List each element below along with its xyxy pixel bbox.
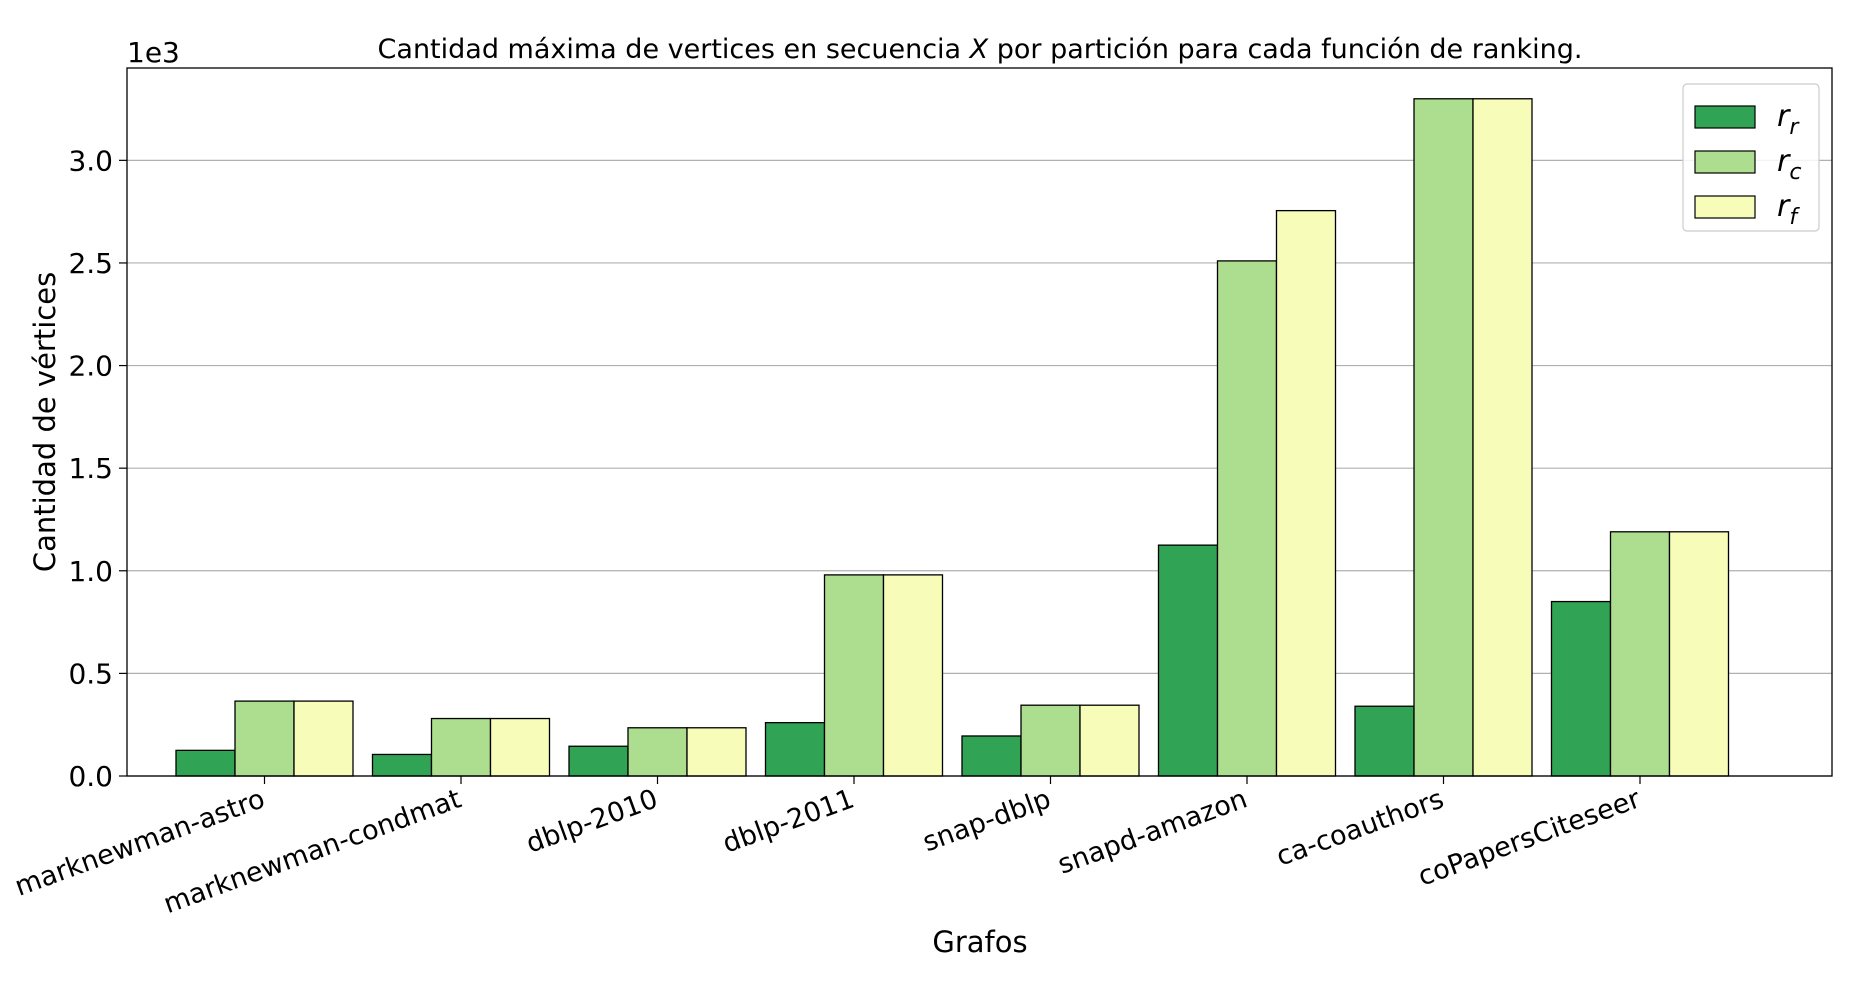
y-tick-label: 3.0 [68, 144, 113, 177]
bar-r-ca-coauthors [1354, 705, 1415, 777]
bar-f-marknewman-astro [293, 700, 354, 777]
y-tick-label: 2.5 [68, 247, 113, 280]
bar-f-ca-coauthors [1472, 98, 1533, 777]
bar-c-snap-dblp [1020, 704, 1081, 777]
y-tick-label: 1.0 [68, 555, 113, 588]
bar-f-coPapersCiteseer [1668, 531, 1730, 777]
bars [175, 98, 1730, 777]
bar-f-marknewman-condmat [489, 717, 551, 777]
bar-c-marknewman-condmat [430, 717, 492, 777]
bar-f-dblp-2011 [882, 574, 944, 777]
legend-swatch [1694, 195, 1756, 219]
legend-label: rf [1777, 189, 1800, 230]
bar-r-marknewman-condmat [371, 753, 433, 777]
legend-swatch [1694, 105, 1756, 129]
title-part: X [968, 34, 989, 65]
legend-label: rc [1777, 144, 1801, 185]
bar-c-ca-coauthors [1413, 98, 1474, 777]
chart-title: Cantidad máxima de vertices en secuencia… [378, 34, 1583, 65]
title-part: por partición para cada función de ranki… [988, 34, 1582, 65]
bar-f-snapd-amazon [1275, 209, 1337, 777]
y-tick-label: 0.5 [68, 657, 113, 690]
bar-r-dblp-2010 [568, 745, 629, 777]
title-part: Cantidad máxima de vertices en secuencia [378, 34, 970, 65]
bar-f-dblp-2010 [686, 727, 747, 777]
y-axis-label: Cantidad de vértices [28, 272, 62, 572]
bar-r-coPapersCiteseer [1550, 600, 1612, 777]
plot-frame [126, 67, 1833, 777]
bar-f-snap-dblp [1079, 704, 1140, 777]
bar-r-snapd-amazon [1157, 544, 1219, 777]
bar-c-snapd-amazon [1216, 260, 1278, 777]
legend-label: rr [1777, 99, 1800, 140]
bar-r-marknewman-astro [175, 749, 236, 777]
bar-r-dblp-2011 [764, 721, 826, 777]
y-axis: 0.0 0.5 1.0 1.5 2.0 2.5 3.0 [68, 144, 127, 793]
legend-swatch [1694, 150, 1756, 174]
bar-r-snap-dblp [961, 735, 1022, 777]
bar-c-dblp-2011 [823, 574, 885, 777]
x-axis-label: Grafos [932, 925, 1027, 959]
y-tick-label: 0.0 [68, 760, 113, 793]
bar-c-coPapersCiteseer [1609, 531, 1671, 777]
y-tick-label: 2.0 [68, 350, 113, 383]
bar-c-marknewman-astro [234, 700, 295, 777]
y-tick-label: 1.5 [68, 452, 113, 485]
bar-c-dblp-2010 [627, 727, 688, 777]
y-multiplier: 1e3 [127, 36, 180, 69]
